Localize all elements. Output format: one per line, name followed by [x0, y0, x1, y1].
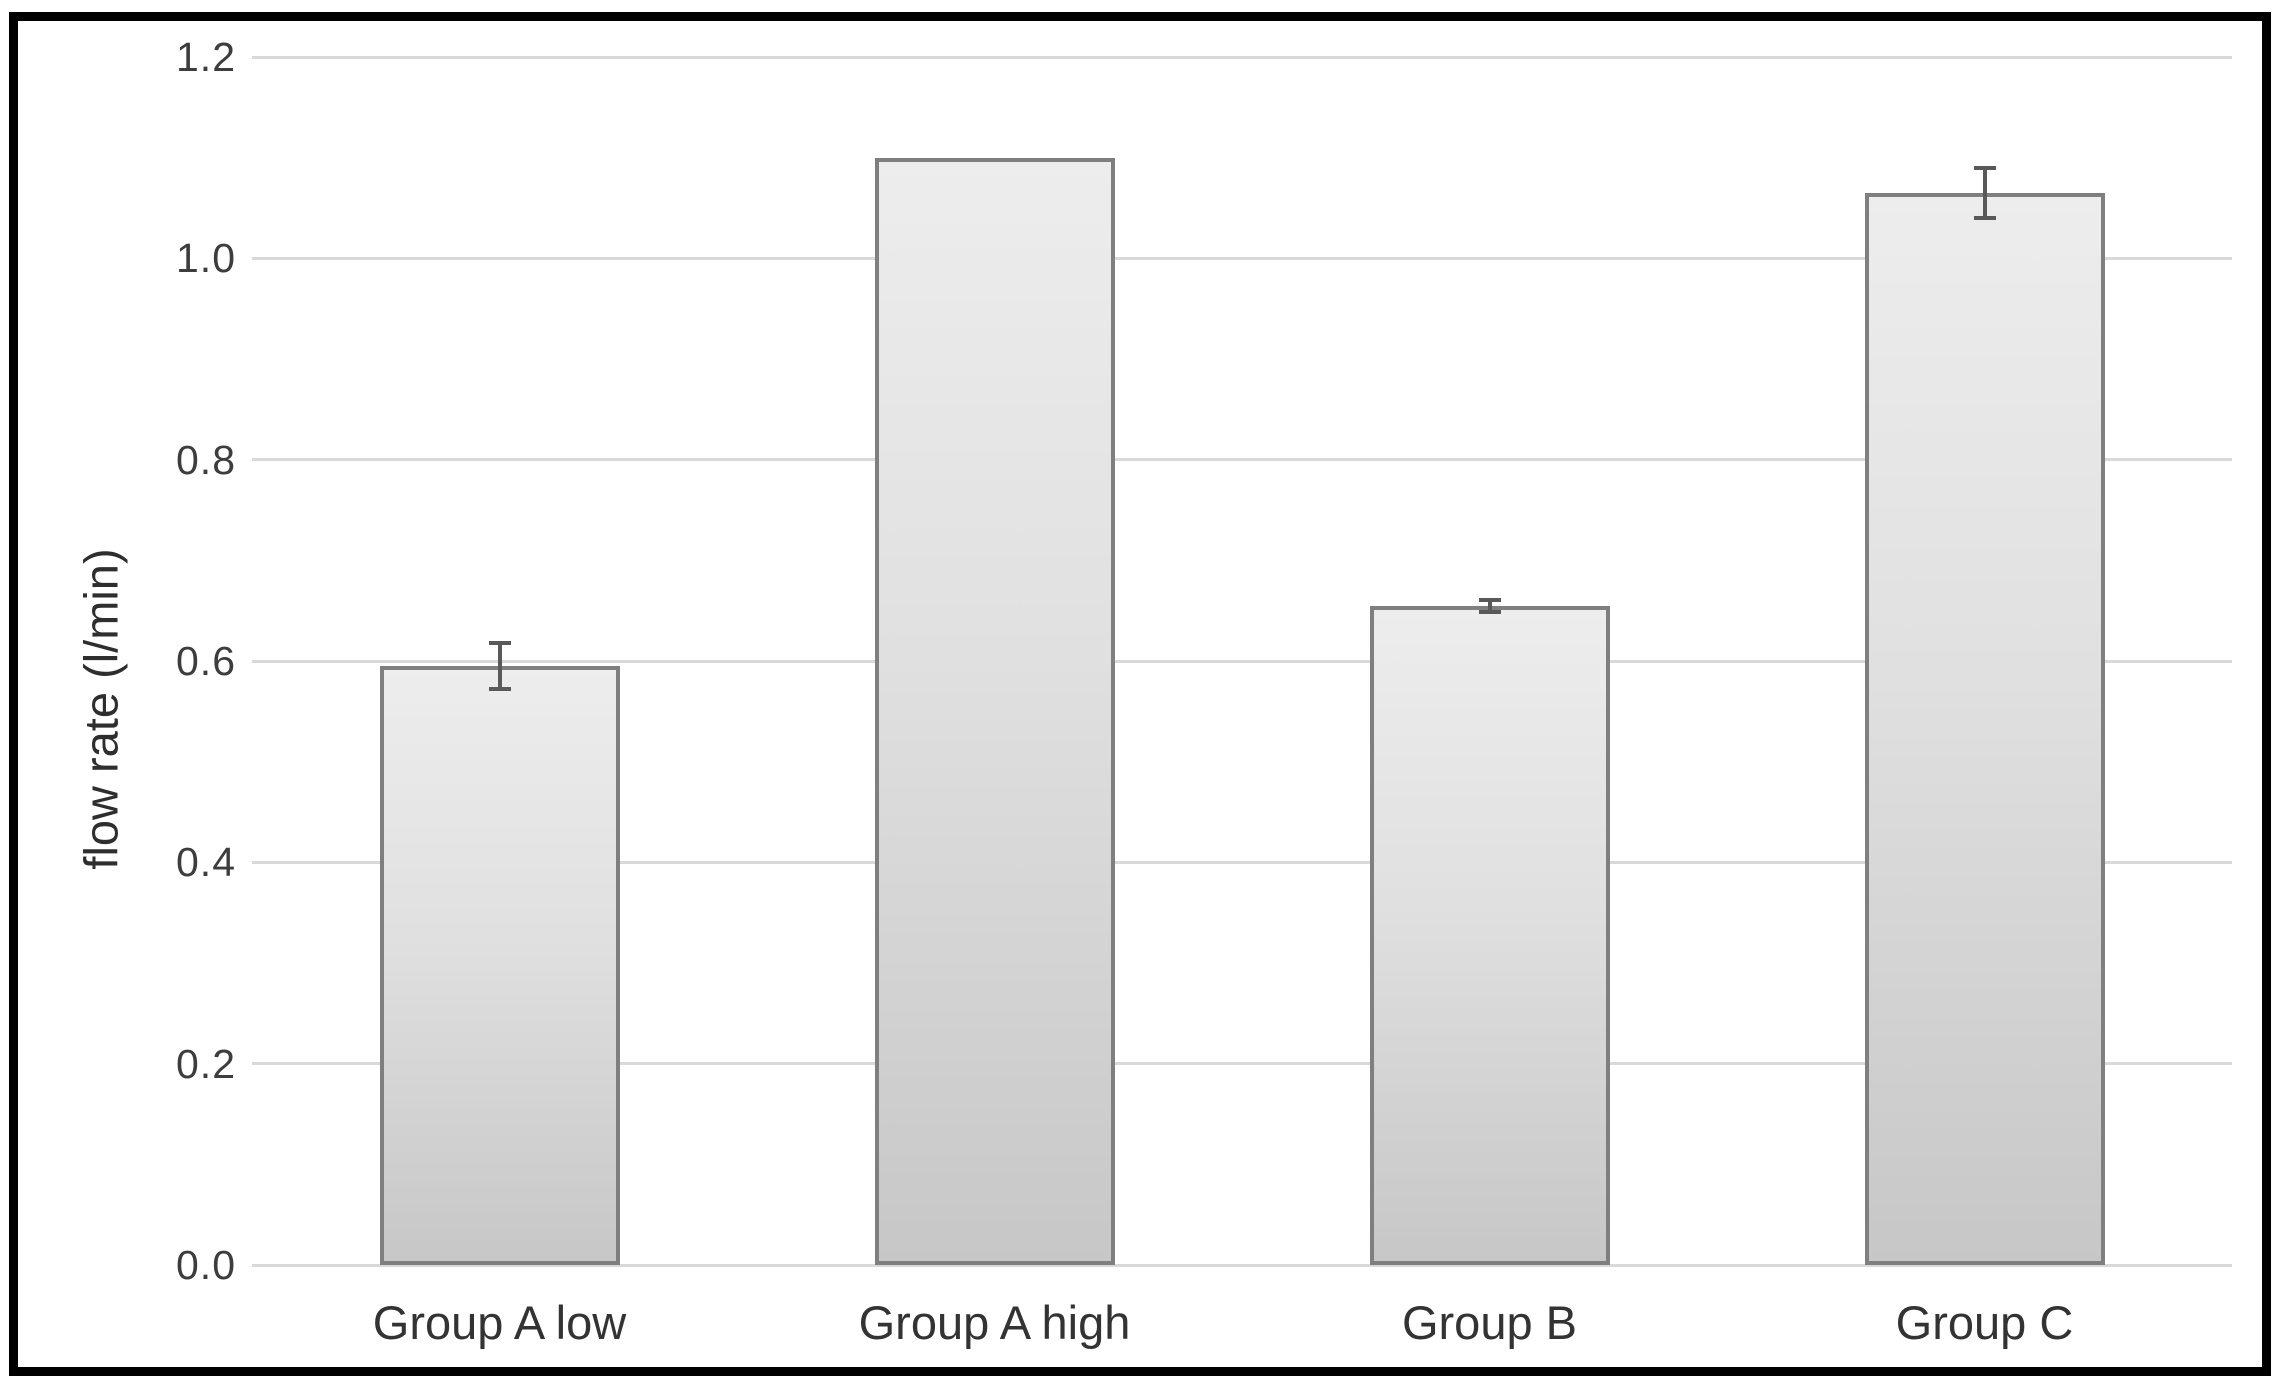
y-axis-title: flow rate (l/min)	[74, 548, 128, 870]
gridline-y-0.8	[252, 458, 2232, 462]
x-category-label-group-a-low: Group A low	[372, 1296, 627, 1349]
y-tick-label-0.2: 0.2	[176, 1040, 236, 1087]
plot-area	[252, 55, 2232, 1267]
y-tick-label-1.2: 1.2	[176, 34, 236, 80]
y-tick-label-0.6: 0.6	[176, 638, 236, 684]
x-category-label-group-a-high: Group A high	[858, 1296, 1131, 1349]
x-category-label-group-b: Group B	[1401, 1296, 1578, 1349]
gridline-y-1.2	[252, 55, 2232, 59]
bar-group-a-low	[379, 666, 620, 1265]
y-tick-label-0.0: 0.0	[176, 1242, 236, 1288]
error-bar-part	[1973, 216, 1996, 221]
error-bar-part	[488, 687, 511, 692]
y-tick-label-0.8: 0.8	[176, 436, 236, 483]
gridline-y-1.0	[252, 256, 2232, 260]
bar-group-c	[1864, 192, 2105, 1265]
error-bar-group-c	[1973, 165, 1996, 221]
y-tick-label-0.4: 0.4	[176, 839, 236, 886]
bar-group-b	[1369, 605, 1610, 1265]
error-bar-part	[1982, 165, 1987, 221]
error-bar-part	[1478, 609, 1501, 614]
error-bar-part	[1478, 597, 1501, 602]
gridline-y-0.2	[252, 1062, 2232, 1066]
chart-frame: flow rate (l/min) 0.0 0.2 0.4 0.6 0.8 1.0 1.2 G…	[9, 12, 2271, 1376]
error-bar-part	[488, 640, 511, 645]
y-tick-label-1.0: 1.0	[176, 235, 236, 282]
gridline-y-0.6	[252, 659, 2232, 663]
gridline-y-0.4	[252, 860, 2232, 864]
x-category-label-group-c: Group C	[1895, 1296, 2074, 1349]
bar-group-a-high	[874, 157, 1115, 1265]
error-bar-part	[1973, 165, 1996, 170]
error-bar-part	[497, 640, 502, 692]
error-bar-group-a-low	[488, 640, 511, 692]
error-bar-part	[1487, 597, 1492, 614]
error-bar-group-b	[1478, 597, 1501, 614]
gridline-y-0.0	[252, 1263, 2232, 1267]
